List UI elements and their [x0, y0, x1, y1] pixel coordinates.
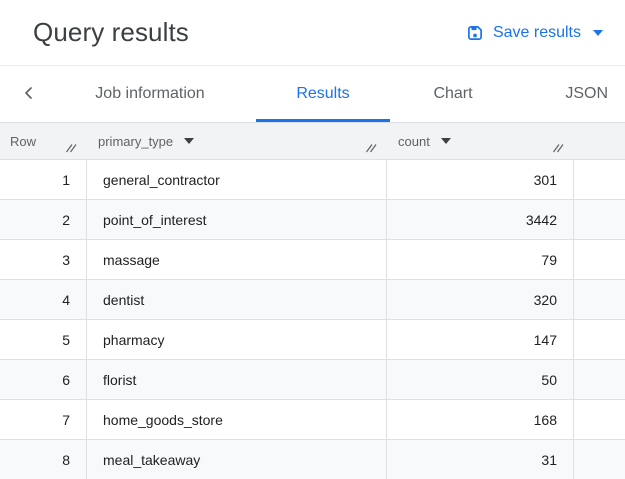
row-number-cell: 3	[62, 251, 70, 268]
row-number-cell: 5	[62, 331, 70, 348]
row-number-cell: 8	[62, 451, 70, 468]
table-row: 6 florist 50	[0, 360, 625, 400]
primary-type-cell: point_of_interest	[86, 200, 386, 239]
column-header-primary-type-label: primary_type	[98, 133, 174, 149]
row-number-cell: 6	[62, 371, 70, 388]
tab-chart[interactable]: Chart	[433, 85, 473, 102]
count-cell: 301	[386, 160, 573, 199]
count-cell: 79	[386, 240, 573, 279]
column-resize-icon[interactable]	[364, 141, 377, 157]
tab-json[interactable]: JSON	[565, 85, 608, 102]
caret-down-icon	[593, 29, 603, 36]
table-row: 3 massage 79	[0, 240, 625, 280]
table-row: 5 pharmacy 147	[0, 320, 625, 360]
row-number-cell: 1	[62, 171, 70, 188]
topbar: Query results Save results	[0, 0, 625, 66]
row-number-cell: 4	[62, 291, 70, 308]
table-row: 8 meal_takeaway 31	[0, 440, 625, 479]
primary-type-cell: florist	[86, 360, 386, 399]
column-header-primary-type: primary_type	[86, 123, 386, 159]
arrow-drop-down-icon[interactable]	[184, 138, 195, 144]
row-number-cell: 7	[62, 411, 70, 428]
tabs-scroll-left-button[interactable]	[14, 66, 44, 122]
column-header-count-label: count	[398, 133, 430, 149]
filler-cell	[573, 320, 625, 359]
count-cell: 168	[386, 400, 573, 439]
save-icon	[466, 24, 484, 42]
filler-cell	[573, 360, 625, 399]
filler-cell	[573, 440, 625, 479]
table-row: 7 home_goods_store 168	[0, 400, 625, 440]
primary-type-cell: pharmacy	[86, 320, 386, 359]
tab-bar: Job information Results Chart JSON	[0, 66, 625, 123]
primary-type-cell: dentist	[86, 280, 386, 319]
primary-type-cell: massage	[86, 240, 386, 279]
arrow-drop-down-icon[interactable]	[440, 138, 451, 144]
table-body: 1 general_contractor 301 2 point_of_inte…	[0, 160, 625, 479]
row-number-cell: 2	[62, 211, 70, 228]
filler-cell	[573, 160, 625, 199]
primary-type-cell: general_contractor	[86, 160, 386, 199]
column-header-filler	[573, 123, 625, 159]
count-cell: 31	[386, 440, 573, 479]
tab-results[interactable]: Results	[256, 66, 390, 122]
table-row: 4 dentist 320	[0, 280, 625, 320]
column-header-row: Row	[0, 123, 86, 159]
save-results-button[interactable]: Save results	[466, 24, 603, 42]
save-results-label: Save results	[492, 23, 581, 41]
column-resize-icon[interactable]	[551, 141, 564, 157]
primary-type-cell: home_goods_store	[86, 400, 386, 439]
table-header-row: Row primary_type count	[0, 123, 625, 160]
tab-job-information[interactable]: Job information	[95, 85, 205, 102]
table-row: 1 general_contractor 301	[0, 160, 625, 200]
filler-cell	[573, 200, 625, 239]
filler-cell	[573, 280, 625, 319]
chevron-left-icon	[22, 86, 36, 103]
count-cell: 3442	[386, 200, 573, 239]
column-resize-icon[interactable]	[64, 141, 77, 157]
column-header-count: count	[386, 123, 573, 159]
table-row: 2 point_of_interest 3442	[0, 200, 625, 240]
count-cell: 320	[386, 280, 573, 319]
count-cell: 50	[386, 360, 573, 399]
count-cell: 147	[386, 320, 573, 359]
page-title: Query results	[33, 17, 189, 47]
column-header-row-label: Row	[10, 133, 37, 149]
primary-type-cell: meal_takeaway	[86, 440, 386, 479]
filler-cell	[573, 400, 625, 439]
filler-cell	[573, 240, 625, 279]
